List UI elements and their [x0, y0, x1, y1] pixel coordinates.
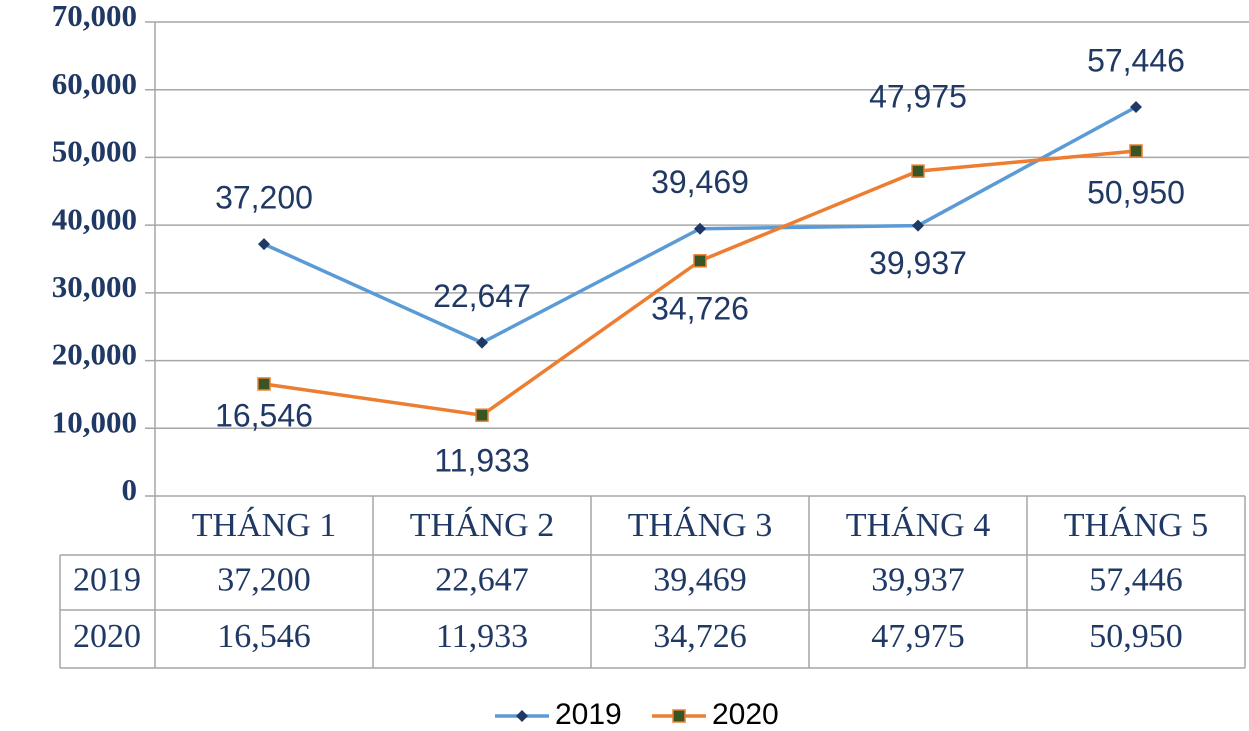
- table-cell: 57,446: [1089, 561, 1183, 598]
- data-label: 22,647: [433, 278, 531, 314]
- table-cell: 22,647: [435, 561, 529, 598]
- table-cell: 39,937: [871, 561, 965, 598]
- y-tick-label: 50,000: [52, 134, 137, 169]
- x-tick-label: THÁNG 3: [628, 507, 772, 544]
- marker: [693, 254, 707, 268]
- table-cell: 37,200: [217, 561, 311, 598]
- marker: [258, 238, 270, 251]
- marker: [912, 219, 924, 232]
- x-tick-label: THÁNG 5: [1064, 507, 1208, 544]
- marker: [911, 164, 925, 178]
- y-tick-label: 0: [122, 472, 138, 507]
- y-tick-label: 30,000: [52, 269, 137, 304]
- data-label: 11,933: [434, 443, 530, 479]
- table-series-name: 2019: [73, 561, 141, 598]
- y-tick-label: 40,000: [52, 201, 137, 236]
- x-tick-label: THÁNG 2: [410, 507, 554, 544]
- table-cell: 34,726: [653, 618, 747, 655]
- table-series-name: 2020: [73, 618, 141, 655]
- x-tick-label: THÁNG 1: [192, 507, 336, 544]
- marker: [257, 377, 271, 391]
- marker: [1129, 144, 1143, 158]
- y-tick-label: 60,000: [52, 66, 137, 101]
- marker: [694, 222, 706, 235]
- marker: [475, 408, 489, 422]
- data-label: 39,937: [869, 245, 967, 281]
- legend-label: 2020: [712, 698, 779, 731]
- marker: [476, 336, 488, 349]
- table-cell: 16,546: [217, 618, 311, 655]
- table-cell: 50,950: [1089, 618, 1183, 655]
- legend-marker: [672, 709, 686, 723]
- data-label: 47,975: [869, 79, 967, 115]
- data-label: 37,200: [215, 180, 313, 216]
- data-label: 16,546: [215, 397, 313, 433]
- y-tick-label: 20,000: [52, 337, 137, 372]
- marker: [1130, 101, 1142, 114]
- y-tick-label: 70,000: [52, 0, 137, 33]
- legend-label: 2019: [555, 698, 622, 731]
- data-label: 39,469: [651, 164, 749, 200]
- data-label: 57,446: [1087, 42, 1185, 78]
- legend-marker: [516, 710, 528, 722]
- x-tick-label: THÁNG 4: [846, 507, 990, 544]
- data-label: 34,726: [651, 290, 749, 326]
- table-cell: 11,933: [436, 618, 528, 655]
- table-cell: 39,469: [653, 561, 747, 598]
- y-tick-label: 10,000: [52, 404, 137, 439]
- data-label: 50,950: [1087, 174, 1185, 210]
- table-cell: 47,975: [871, 618, 965, 655]
